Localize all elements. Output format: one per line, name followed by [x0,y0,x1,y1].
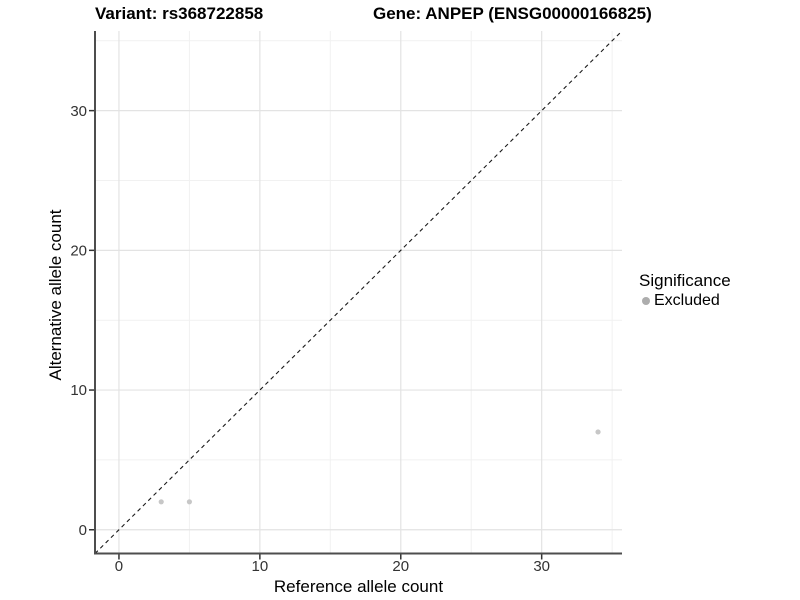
legend-key [639,294,653,308]
x-tick-label: 30 [533,558,550,575]
x-tick-label: 10 [252,558,269,575]
variant-title: Variant: rs368722858 [95,4,264,23]
identity-dashed-line [94,30,623,554]
y-tick-label: 20 [70,243,87,260]
data-point [186,499,193,505]
legend-item-label: Excluded [654,292,720,309]
gene-title: Gene: ANPEP (ENSG00000166825) [373,4,652,23]
x-tick-label: 20 [392,558,409,575]
x-axis-title: Reference allele count [273,577,444,596]
y-axis-title: Alternative allele count [46,209,65,381]
legend-item-excluded: Excluded [639,292,731,310]
data-point [158,499,164,505]
legend-title: Significance [639,271,731,290]
excluded-point-icon [642,297,650,305]
legend: Significance Excluded [639,270,731,310]
y-tick-label: 0 [79,522,87,539]
y-tick-label: 10 [70,382,87,399]
y-tick-label: 30 [70,103,87,120]
data-point [595,429,601,435]
x-tick-label: 0 [115,558,123,575]
